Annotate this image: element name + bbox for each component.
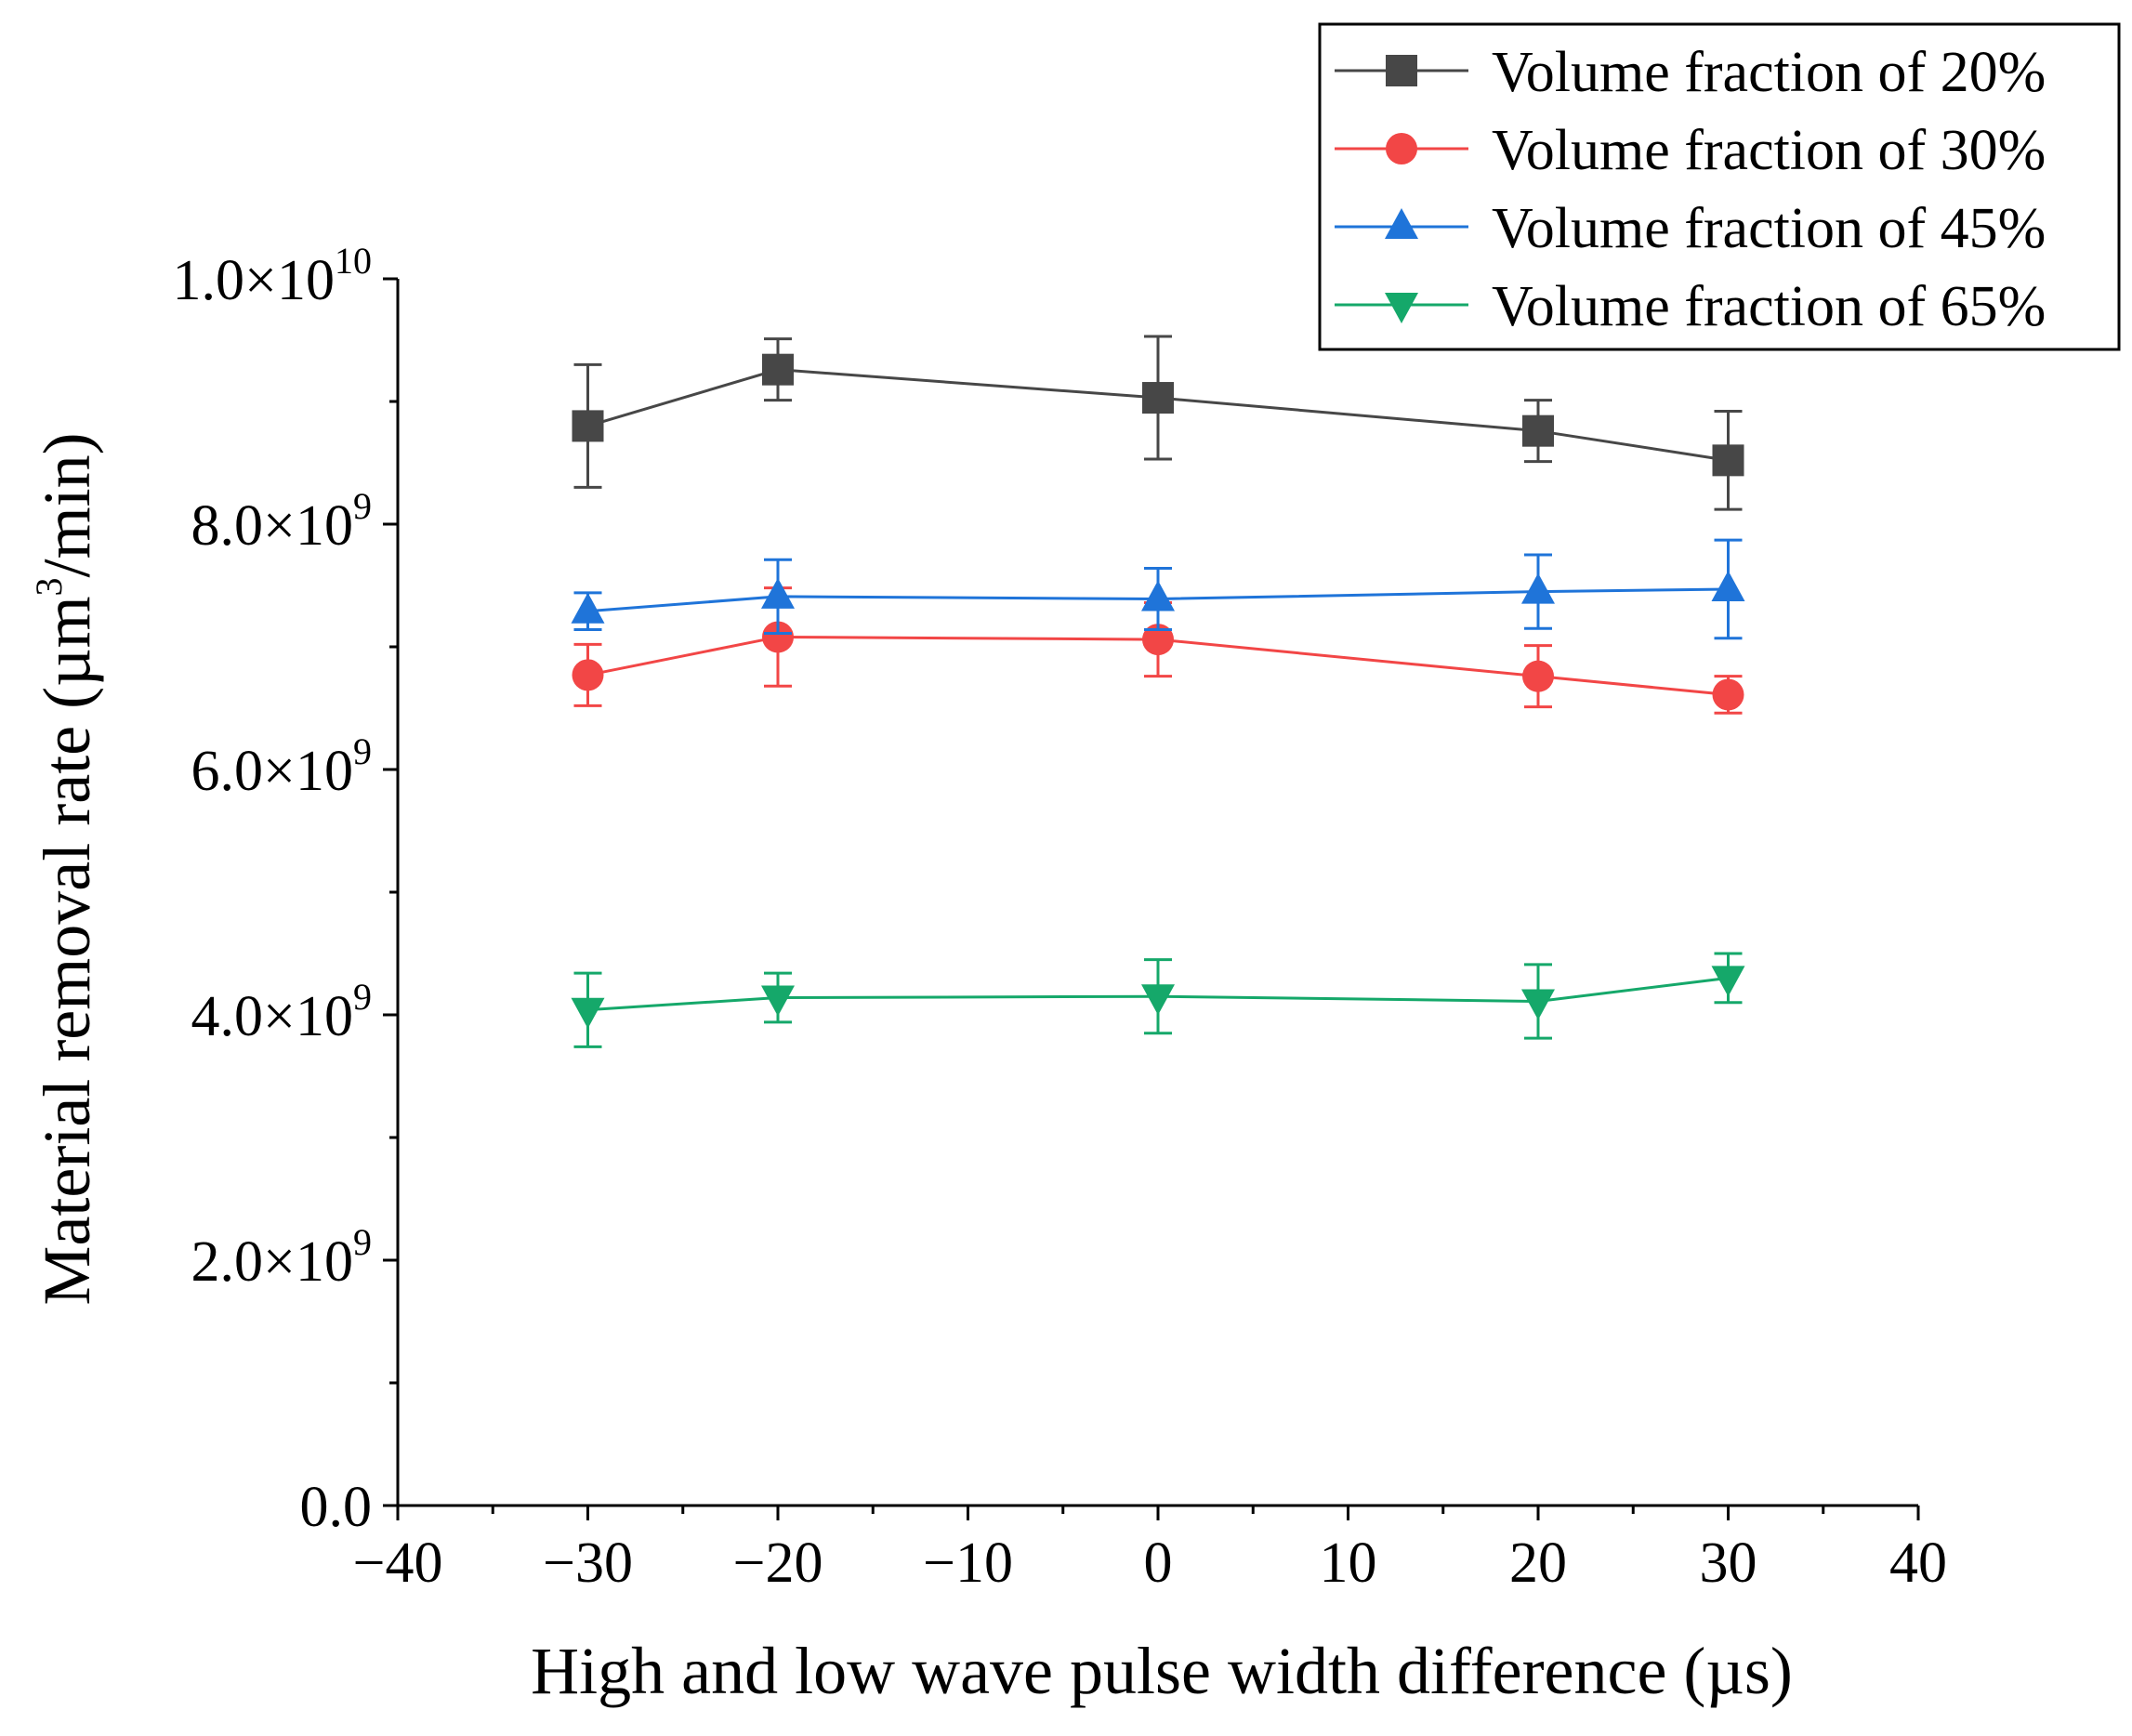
y-tick-label: 2.0×109 <box>191 1221 372 1294</box>
x-tick-label: −30 <box>543 1532 633 1595</box>
marker-circle <box>572 659 604 691</box>
y-tick-mantissa: 8.0×10 <box>191 494 353 558</box>
marker-square <box>1142 382 1174 414</box>
y-tick-mantissa: 6.0×10 <box>191 740 353 803</box>
y-tick-label: 4.0×109 <box>191 976 372 1048</box>
marker-triangle-up <box>1521 572 1555 604</box>
marker-circle <box>1522 660 1554 692</box>
series-1 <box>572 335 1744 511</box>
y-tick-label: 0.0 <box>300 1476 373 1539</box>
x-tick-label: 30 <box>1700 1532 1757 1595</box>
series-layer <box>571 335 1745 1048</box>
marker-circle <box>1142 624 1174 656</box>
marker-triangle-up <box>1711 570 1745 601</box>
marker-square <box>572 410 604 442</box>
y-tick-label: 1.0×1010 <box>173 240 372 312</box>
marker-circle <box>1386 133 1417 164</box>
y-tick-exponent: 9 <box>353 485 372 527</box>
plot-axes <box>396 279 1918 1507</box>
marker-square <box>1386 55 1417 86</box>
marker-triangle-down <box>1711 966 1745 997</box>
series-2 <box>572 586 1744 715</box>
marker-triangle-down <box>1385 293 1418 323</box>
marker-square <box>762 353 794 386</box>
marker-square <box>1712 444 1744 477</box>
y-axis-title: Material removal rate (µm3/min) <box>28 432 104 1305</box>
marker-triangle-up <box>1141 580 1175 612</box>
marker-square <box>1522 414 1554 447</box>
series-3 <box>571 538 1745 640</box>
x-tick-label: 40 <box>1889 1532 1947 1595</box>
marker-triangle-up <box>1385 208 1418 239</box>
legend-label: Volume fraction of 20% <box>1492 41 2046 104</box>
y-tick-label: 8.0×109 <box>191 485 372 558</box>
marker-triangle-down <box>571 997 605 1029</box>
y-axis-title-suffix: /min) <box>30 432 104 577</box>
y-tick-label: 6.0×109 <box>191 730 372 803</box>
x-tick-label: −10 <box>923 1532 1013 1595</box>
marker-circle <box>762 621 794 653</box>
x-axis-title: High and low wave pulse width difference… <box>531 1634 1793 1708</box>
series-4 <box>571 952 1745 1048</box>
legend-box <box>1318 22 2121 351</box>
marker-triangle-down <box>1521 989 1555 1020</box>
x-tick-label: −40 <box>353 1532 443 1595</box>
legend-label: Volume fraction of 30% <box>1492 119 2046 182</box>
y-tick-mantissa: 2.0×10 <box>191 1230 353 1294</box>
y-axis-title-sup: 3 <box>28 577 70 596</box>
y-tick-mantissa: 4.0×10 <box>191 985 353 1048</box>
y-tick-exponent: 9 <box>353 730 372 772</box>
marker-circle <box>1712 678 1744 711</box>
y-tick-mantissa: 0.0 <box>300 1476 373 1539</box>
x-tick-label: 20 <box>1509 1532 1567 1595</box>
legend-label: Volume fraction of 65% <box>1492 275 2046 338</box>
marker-triangle-down <box>761 985 795 1017</box>
y-tick-exponent: 9 <box>353 1221 372 1263</box>
x-tick-label: 10 <box>1320 1532 1377 1595</box>
marker-triangle-down <box>1141 984 1175 1016</box>
y-tick-exponent: 9 <box>353 976 372 1018</box>
y-axis-title-prefix: Material removal rate (µm <box>30 596 104 1305</box>
legend: Volume fraction of 20% Volume fraction of… <box>1318 22 2121 351</box>
x-tick-label: −20 <box>733 1532 823 1595</box>
marker-triangle-up <box>761 577 795 609</box>
y-tick-exponent: 10 <box>335 240 372 282</box>
x-tick-label: 0 <box>1144 1532 1173 1595</box>
legend-label: Volume fraction of 45% <box>1492 197 2046 260</box>
marker-triangle-up <box>571 592 605 624</box>
x-axis-ticks: −40 −30 −20 −10 0 10 20 30 40 <box>353 1506 1947 1595</box>
y-tick-mantissa: 1.0×10 <box>173 249 335 312</box>
